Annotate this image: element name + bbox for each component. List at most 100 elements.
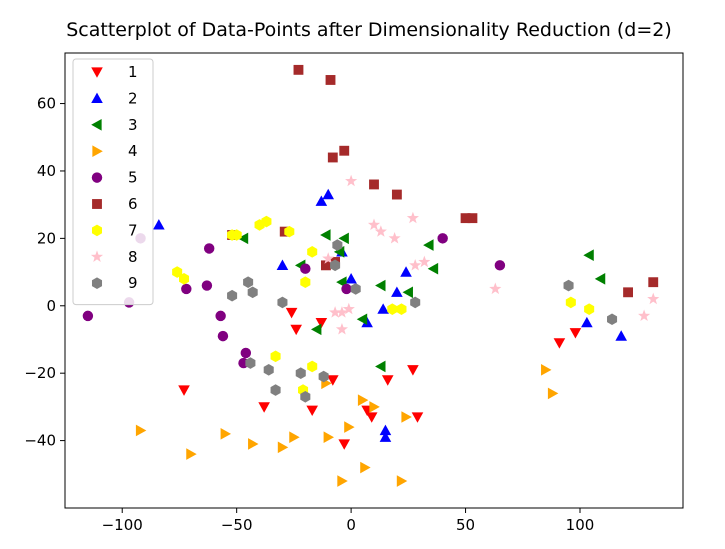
data-point (339, 145, 350, 156)
legend-entry: 8 (90, 248, 138, 266)
data-point (427, 262, 439, 275)
data-point (584, 303, 595, 315)
data-point (623, 287, 633, 298)
data-point (388, 231, 401, 244)
legend-marker (91, 119, 102, 131)
data-point (379, 431, 392, 442)
data-point (638, 309, 651, 322)
data-point (315, 317, 328, 329)
data-point (345, 174, 358, 187)
data-point (337, 475, 348, 487)
series-3 (237, 229, 606, 373)
legend-marker (91, 67, 103, 78)
data-point (320, 229, 331, 241)
data-point (377, 303, 389, 314)
data-point (387, 303, 398, 315)
y-tick-label: 0 (46, 297, 56, 315)
data-point (407, 365, 419, 376)
series-1 (178, 307, 582, 450)
data-point (327, 375, 339, 386)
data-point (423, 239, 434, 251)
legend-marker (91, 172, 103, 183)
legend-box (72, 58, 154, 306)
data-point (607, 313, 618, 326)
data-point (263, 364, 274, 376)
legend: 1 2 3 4 5 6 7 8 9 (72, 58, 154, 306)
data-point (284, 225, 295, 238)
legend-label: 7 (128, 221, 138, 239)
data-point (381, 375, 394, 386)
legend-entry: 3 (91, 116, 138, 134)
data-point (329, 306, 342, 318)
data-point (322, 188, 335, 200)
y-tick-label: 20 (37, 229, 56, 247)
data-point (367, 218, 381, 231)
legend-marker (91, 224, 103, 237)
plot-area: −100 −50 0 50 100 −40 −20 0 20 40 60 (24, 52, 684, 534)
data-point (201, 280, 213, 291)
y-tick-label: −20 (24, 364, 56, 382)
legend-label: 4 (128, 142, 138, 160)
legend-label: 2 (128, 89, 138, 107)
data-point (594, 273, 606, 285)
data-point (541, 364, 552, 376)
data-point (310, 323, 322, 336)
data-point (335, 322, 349, 335)
data-point (333, 246, 345, 258)
y-tick-label: 40 (37, 162, 56, 180)
legend-entry: 7 (91, 221, 138, 239)
legend-label: 8 (128, 248, 138, 266)
data-point (327, 152, 338, 163)
legend-entry: 2 (91, 89, 138, 107)
data-point (357, 394, 369, 406)
data-point (341, 283, 352, 295)
data-point (247, 286, 258, 299)
data-point (217, 330, 229, 342)
data-point (583, 249, 594, 262)
data-point (418, 255, 431, 268)
legend-marker (92, 199, 102, 209)
data-point (437, 233, 448, 244)
legend-label: 6 (128, 195, 138, 213)
data-point (240, 347, 252, 359)
data-point (215, 310, 226, 322)
data-point (467, 213, 478, 224)
data-point (401, 411, 412, 423)
data-point (375, 279, 386, 292)
legend-entry: 9 (91, 274, 138, 292)
data-point (318, 370, 329, 383)
series-2 (153, 188, 627, 442)
data-point (293, 64, 304, 75)
data-point (203, 243, 215, 254)
data-point (647, 292, 660, 305)
data-point (547, 387, 559, 400)
legend-marker (91, 277, 103, 289)
data-point (82, 310, 94, 322)
data-point (400, 266, 412, 277)
data-point (245, 357, 256, 369)
data-point (369, 401, 380, 413)
data-point (186, 448, 197, 460)
data-point (565, 296, 576, 309)
data-point (153, 219, 165, 230)
legend-entry: 4 (92, 142, 138, 160)
data-point (322, 252, 335, 264)
data-point (356, 313, 368, 326)
data-point (391, 189, 402, 200)
data-point (277, 441, 289, 454)
y-tick-label: 60 (37, 95, 56, 113)
plot-frame (64, 52, 684, 509)
series-7 (172, 215, 595, 396)
data-point (360, 461, 371, 474)
x-tick-label: 50 (456, 516, 475, 534)
data-point (321, 260, 331, 271)
data-point (270, 384, 281, 396)
data-point (277, 296, 288, 309)
data-point (300, 263, 311, 274)
data-point (369, 179, 379, 190)
data-point (330, 259, 341, 272)
data-point (270, 350, 281, 363)
data-point (563, 279, 574, 292)
data-point (402, 286, 413, 299)
